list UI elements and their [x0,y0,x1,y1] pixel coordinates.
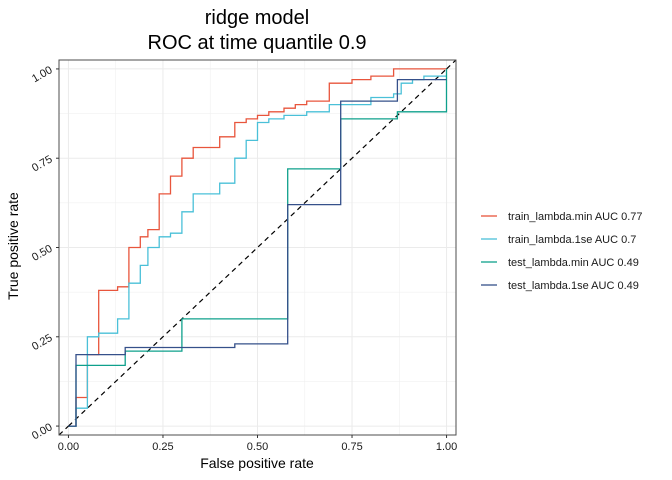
diagonal-reference-line [68,68,447,427]
y-tick-label: 0.75 [30,153,55,174]
diagonal-reference-line-ext-low [58,425,69,436]
chart-title-line-2: ROC at time quantile 0.9 [148,32,367,54]
series-line-4 [68,78,447,427]
series-line-2 [68,75,447,427]
x-tick-label: 0.75 [341,441,362,453]
legend-label-4: test_lambda.1se AUC 0.49 [508,280,639,292]
y-axis-title: True positive rate [5,192,21,300]
x-tick-label: 0.00 [58,441,79,453]
y-tick-label: 0.25 [30,332,55,353]
legend-label-2: train_lambda.1se AUC 0.7 [508,234,636,246]
series-line-1 [68,68,447,427]
series-lines [58,59,457,436]
y-tick-label: 1.00 [30,64,55,85]
x-tick-label: 0.25 [152,441,173,453]
chart-title-line-1: ridge model [205,7,310,29]
x-tick-label: 1.00 [436,441,457,453]
x-axis-title: False positive rate [200,455,314,471]
x-tick-label: 0.50 [247,441,268,453]
legend: train_lambda.min AUC 0.77 train_lambda.1s… [481,211,643,292]
y-tick-label: 0.50 [30,243,55,264]
diagonal-reference-line-ext-high [446,59,457,70]
legend-label-1: train_lambda.min AUC 0.77 [508,211,643,223]
y-tick-label: 0.00 [30,421,55,442]
legend-label-3: test_lambda.min AUC 0.49 [508,257,639,269]
